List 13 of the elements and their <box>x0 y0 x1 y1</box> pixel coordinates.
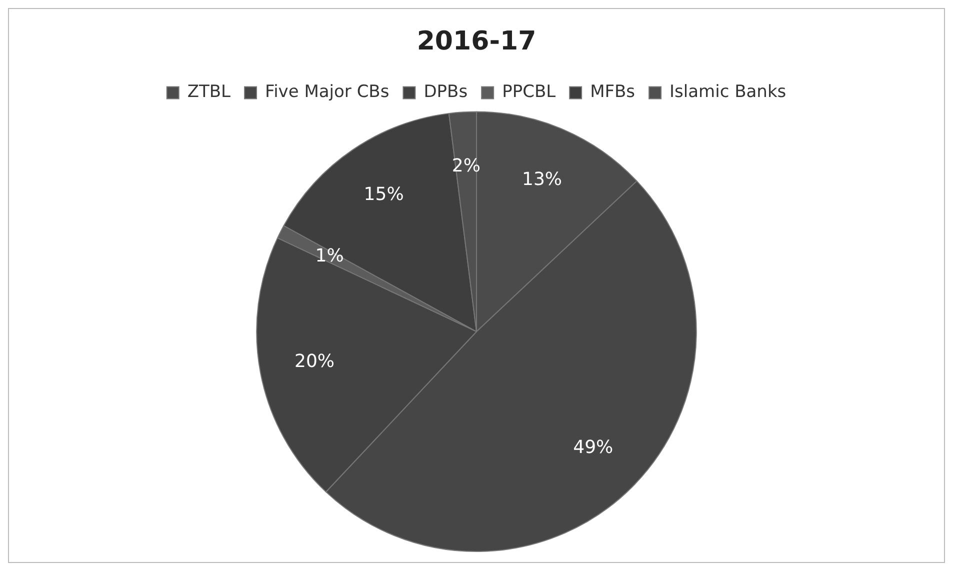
legend-label: Five Major CBs <box>265 82 390 102</box>
legend-label: ZTBL <box>187 82 232 102</box>
legend-label: PPCBL <box>502 82 556 102</box>
data-label: 49% <box>573 436 614 458</box>
chart-title: 2016-17 <box>416 26 536 56</box>
data-label: 15% <box>364 184 404 205</box>
data-label: 1% <box>315 245 344 266</box>
legend-label: MFBs <box>590 82 636 102</box>
data-label: 13% <box>522 168 562 190</box>
data-label: 20% <box>294 351 335 372</box>
legend-label: Islamic Banks <box>670 82 786 102</box>
data-label: 2% <box>452 156 480 177</box>
legend-label: DPBs <box>424 82 468 102</box>
